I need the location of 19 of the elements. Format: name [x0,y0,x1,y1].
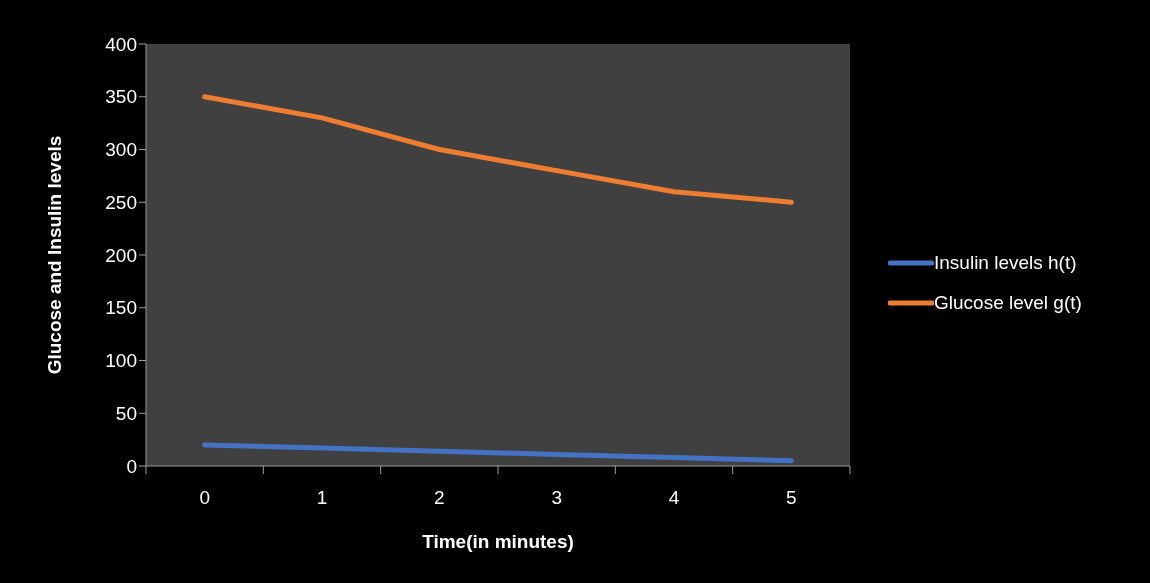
x-tick-label: 0 [199,487,210,508]
y-tick-label: 200 [105,244,137,266]
y-tick-label: 0 [126,455,137,477]
y-tick-label: 100 [105,350,137,372]
legend-label: Insulin levels h(t) [934,251,1077,274]
x-tick-label: 4 [668,487,680,508]
y-tick-label: 300 [105,139,137,161]
x-tick-label: 5 [786,487,797,508]
y-tick-label: 50 [115,402,137,424]
x-tick-label: 3 [551,487,562,508]
y-tick-label: 250 [105,191,137,213]
x-axis-title: Time(in minutes) [422,531,574,552]
y-tick-label: 400 [105,33,137,55]
y-axis-title: Glucose and Insulin levels [43,135,65,375]
x-tick-label: 2 [434,487,445,508]
y-tick-label: 350 [105,86,137,108]
x-tick-label: 1 [316,487,328,508]
legend-label: Glucose level g(t) [934,291,1082,314]
y-tick-label: 150 [105,297,137,319]
